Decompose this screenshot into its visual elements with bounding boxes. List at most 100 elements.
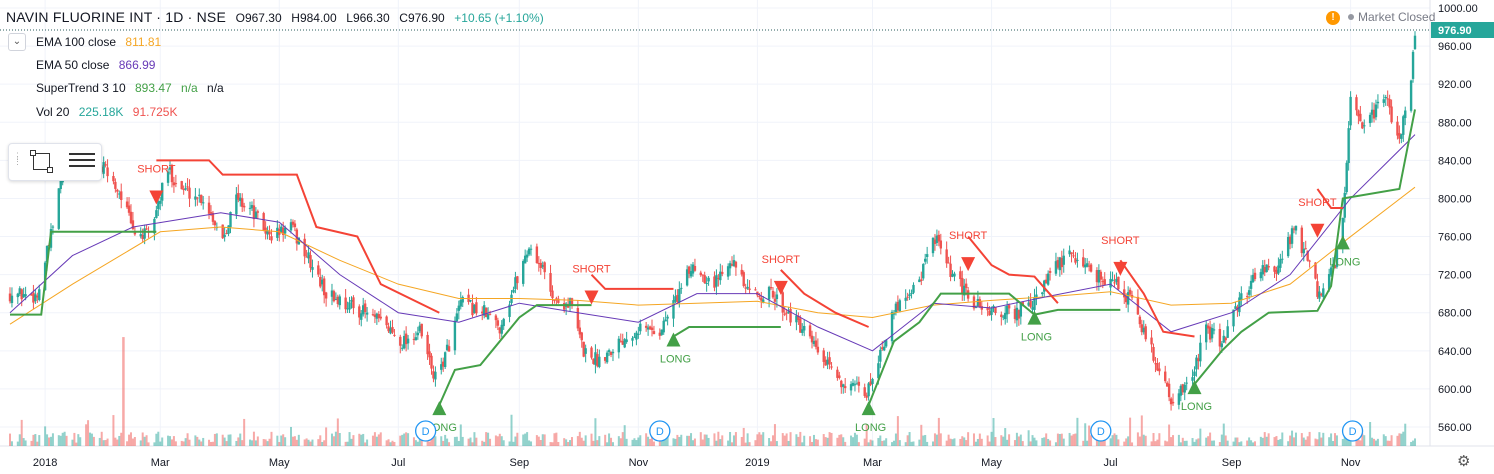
volume-bar	[963, 437, 966, 446]
volume-bar	[360, 434, 363, 446]
volume-bar	[824, 437, 827, 446]
candle-body	[1206, 325, 1210, 329]
lines-menu-icon[interactable]	[69, 153, 95, 171]
volume-bar	[1152, 433, 1155, 446]
candle-body	[1191, 377, 1194, 381]
volume-bar	[1349, 437, 1352, 446]
candle-body	[502, 318, 505, 327]
volume-bar	[1314, 438, 1317, 446]
volume-bar	[1302, 437, 1305, 446]
drag-handle-icon[interactable]: ⋮ ⋮	[13, 151, 22, 166]
volume-bar	[182, 441, 185, 446]
candle-body	[1017, 310, 1021, 319]
candle-body	[239, 197, 242, 201]
candle-body	[826, 359, 829, 365]
volume-bar	[651, 433, 654, 446]
indicator-ema50[interactable]: EMA 50 close 866.99	[36, 58, 155, 72]
candle-body	[453, 320, 457, 351]
volume-bar	[904, 442, 907, 446]
price-tick-label: 1000.00	[1438, 3, 1478, 15]
candle-body	[348, 302, 351, 310]
candle-body	[1308, 260, 1311, 262]
candle-body	[648, 326, 652, 330]
price-tick-label: 680.00	[1438, 308, 1472, 320]
candle-body	[1205, 324, 1208, 343]
indicator-volume[interactable]: Vol 20 225.18K 91.725K	[36, 105, 178, 119]
volume-bar	[73, 432, 76, 446]
volume-bar	[1021, 441, 1024, 446]
volume-bar	[457, 440, 460, 446]
volume-bar	[186, 433, 189, 446]
indicator-supertrend[interactable]: SuperTrend 3 10 893.47 n/a n/a	[36, 81, 224, 95]
candle-body	[295, 229, 299, 244]
candle-body	[1376, 101, 1380, 104]
volume-bar	[106, 438, 109, 446]
collapse-legend-button[interactable]: ⌄	[8, 33, 26, 51]
indicator-ema100[interactable]: EMA 100 close 811.81	[36, 35, 161, 49]
market-status[interactable]: ! Market Closed	[1326, 10, 1435, 25]
candle-body	[535, 246, 539, 264]
volume-bar	[498, 433, 501, 446]
candle-body	[498, 327, 501, 334]
candle-body	[576, 308, 580, 329]
volume-bar	[223, 437, 226, 446]
price-tick-label: 760.00	[1438, 232, 1472, 244]
candle-body	[188, 187, 191, 199]
volume-bar	[323, 440, 326, 446]
candle-body	[168, 167, 172, 170]
candle-body	[184, 188, 187, 190]
long-signal-label: LONG	[660, 354, 691, 366]
candle-body	[912, 284, 915, 293]
candle-body	[496, 320, 500, 326]
volume-bar	[1306, 436, 1309, 446]
short-signal-label: SHORT	[1101, 235, 1140, 247]
candle-body	[283, 227, 287, 234]
candle-body	[442, 361, 445, 367]
candle-body	[1245, 296, 1249, 298]
symbol-title[interactable]: NAVIN FLUORINE INT · 1D · NSE	[6, 9, 226, 25]
volume-bar	[139, 440, 142, 446]
volume-bar	[801, 442, 804, 446]
volume-bar	[939, 433, 942, 446]
volume-bar	[1076, 417, 1079, 446]
candle-body	[1347, 128, 1350, 164]
volume-bar	[1279, 439, 1282, 446]
volume-bar	[496, 436, 499, 446]
candle-body	[1154, 363, 1157, 365]
volume-bar	[428, 441, 431, 446]
volume-bar	[606, 442, 609, 446]
warning-icon[interactable]: !	[1326, 10, 1340, 25]
volume-bar	[528, 440, 531, 446]
candle-body	[1117, 276, 1120, 290]
volume-bar	[703, 434, 706, 446]
candle-body	[1306, 250, 1309, 261]
volume-bar	[933, 433, 936, 446]
candle-body	[469, 300, 472, 302]
rectangle-tool-icon[interactable]	[30, 150, 53, 173]
volume-bar	[1004, 428, 1007, 446]
volume-bar	[869, 439, 872, 446]
gear-icon[interactable]: ⚙	[1457, 453, 1471, 470]
volume-bar	[371, 435, 374, 446]
candle-body	[1370, 109, 1374, 115]
candle-body	[922, 264, 925, 279]
candle-body	[762, 299, 765, 303]
indicator-value: 893.47	[134, 81, 172, 95]
dividend-marker	[1341, 420, 1364, 442]
candle-body	[365, 312, 369, 315]
volume-bar	[311, 439, 314, 446]
volume-bar	[1006, 439, 1009, 446]
volume-bar	[180, 440, 183, 446]
volume-bar	[740, 436, 743, 446]
candle-body	[693, 265, 697, 271]
volume-bar	[243, 418, 246, 446]
volume-bar	[986, 435, 989, 446]
volume-bar	[715, 440, 718, 446]
candle-body	[933, 239, 937, 244]
candle-body	[241, 198, 244, 207]
candle-body	[803, 325, 806, 331]
candle-body	[508, 304, 511, 317]
volume-bar	[227, 434, 230, 446]
candle-body	[443, 352, 447, 368]
